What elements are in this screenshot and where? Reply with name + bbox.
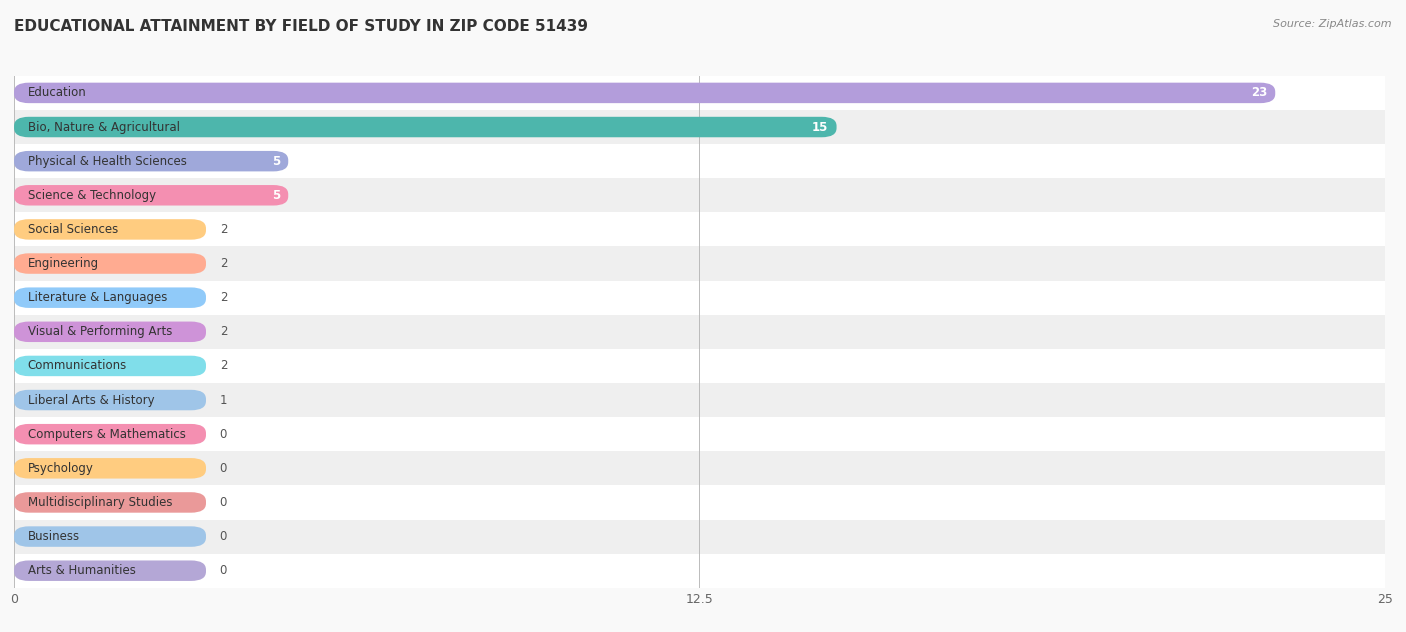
Bar bbox=[14, 212, 1385, 246]
Bar bbox=[14, 246, 1385, 281]
Bar bbox=[14, 554, 1385, 588]
Text: 0: 0 bbox=[219, 462, 226, 475]
Text: Arts & Humanities: Arts & Humanities bbox=[28, 564, 135, 577]
Bar bbox=[14, 110, 1385, 144]
FancyBboxPatch shape bbox=[14, 390, 207, 410]
Text: EDUCATIONAL ATTAINMENT BY FIELD OF STUDY IN ZIP CODE 51439: EDUCATIONAL ATTAINMENT BY FIELD OF STUDY… bbox=[14, 19, 588, 34]
Text: 2: 2 bbox=[219, 291, 228, 304]
Bar bbox=[14, 451, 1385, 485]
Text: 2: 2 bbox=[219, 325, 228, 338]
FancyBboxPatch shape bbox=[14, 83, 1275, 103]
Text: 0: 0 bbox=[219, 564, 226, 577]
Text: Liberal Arts & History: Liberal Arts & History bbox=[28, 394, 155, 406]
Text: Bio, Nature & Agricultural: Bio, Nature & Agricultural bbox=[28, 121, 180, 133]
Text: 5: 5 bbox=[271, 155, 280, 167]
Text: Literature & Languages: Literature & Languages bbox=[28, 291, 167, 304]
Text: 2: 2 bbox=[219, 223, 228, 236]
FancyBboxPatch shape bbox=[14, 561, 207, 581]
FancyBboxPatch shape bbox=[14, 219, 207, 240]
FancyBboxPatch shape bbox=[14, 253, 207, 274]
Text: 0: 0 bbox=[219, 530, 226, 543]
Bar bbox=[14, 349, 1385, 383]
FancyBboxPatch shape bbox=[14, 151, 288, 171]
Text: 2: 2 bbox=[219, 257, 228, 270]
FancyBboxPatch shape bbox=[14, 117, 837, 137]
Text: Social Sciences: Social Sciences bbox=[28, 223, 118, 236]
Text: Source: ZipAtlas.com: Source: ZipAtlas.com bbox=[1274, 19, 1392, 29]
Text: Science & Technology: Science & Technology bbox=[28, 189, 156, 202]
FancyBboxPatch shape bbox=[14, 356, 207, 376]
Text: 5: 5 bbox=[271, 189, 280, 202]
Bar bbox=[14, 178, 1385, 212]
Text: Education: Education bbox=[28, 87, 87, 99]
Text: Psychology: Psychology bbox=[28, 462, 94, 475]
Text: 15: 15 bbox=[813, 121, 828, 133]
Bar bbox=[14, 383, 1385, 417]
Text: Communications: Communications bbox=[28, 360, 127, 372]
Text: 0: 0 bbox=[219, 496, 226, 509]
Text: 1: 1 bbox=[219, 394, 228, 406]
Text: 23: 23 bbox=[1251, 87, 1267, 99]
Text: Physical & Health Sciences: Physical & Health Sciences bbox=[28, 155, 187, 167]
FancyBboxPatch shape bbox=[14, 185, 288, 205]
Text: Engineering: Engineering bbox=[28, 257, 98, 270]
Bar bbox=[14, 417, 1385, 451]
FancyBboxPatch shape bbox=[14, 526, 207, 547]
FancyBboxPatch shape bbox=[14, 458, 207, 478]
Text: Business: Business bbox=[28, 530, 80, 543]
FancyBboxPatch shape bbox=[14, 424, 207, 444]
FancyBboxPatch shape bbox=[14, 288, 207, 308]
Bar bbox=[14, 315, 1385, 349]
Bar bbox=[14, 485, 1385, 520]
FancyBboxPatch shape bbox=[14, 492, 207, 513]
Text: Multidisciplinary Studies: Multidisciplinary Studies bbox=[28, 496, 173, 509]
Text: Visual & Performing Arts: Visual & Performing Arts bbox=[28, 325, 172, 338]
Text: 0: 0 bbox=[219, 428, 226, 441]
Bar bbox=[14, 76, 1385, 110]
Bar bbox=[14, 144, 1385, 178]
Text: 2: 2 bbox=[219, 360, 228, 372]
Text: Computers & Mathematics: Computers & Mathematics bbox=[28, 428, 186, 441]
Bar bbox=[14, 281, 1385, 315]
Bar bbox=[14, 520, 1385, 554]
FancyBboxPatch shape bbox=[14, 322, 207, 342]
